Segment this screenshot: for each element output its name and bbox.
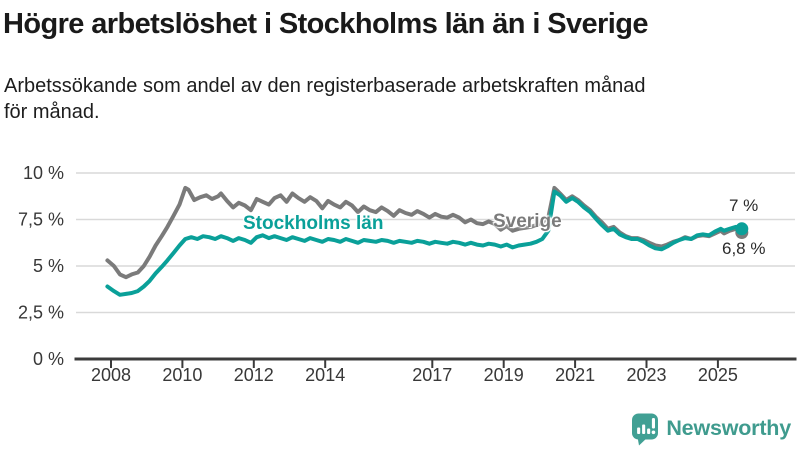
series-endpoint-dot-stockholms-l-n: [735, 222, 749, 236]
y-axis-tick-label: 0 %: [33, 349, 64, 369]
subtitle-line-1: Arbetssökande som andel av den registerb…: [4, 75, 646, 97]
x-axis-tick-label: 2008: [91, 365, 131, 385]
subtitle-line-2: för månad.: [4, 101, 100, 124]
x-axis-tick-label: 2010: [162, 365, 202, 385]
x-axis-tick-label: 2017: [412, 365, 452, 385]
y-axis-tick-label: 7,5 %: [18, 210, 64, 230]
bar-chart-speech-bubble-icon: [632, 413, 659, 446]
x-axis-tick-label: 2012: [234, 365, 274, 385]
page-subtitle: Arbetssökande som andel av den registerb…: [4, 73, 764, 126]
x-axis-tick-label: 2021: [555, 365, 595, 385]
series-label-sverige: Sverige: [493, 211, 562, 232]
x-axis-tick-label: 2019: [484, 365, 524, 385]
end-value-label-sverige: 6,8 %: [722, 239, 766, 258]
series-label-stockholms-lan: Stockholms län: [243, 213, 384, 234]
y-axis-tick-label: 10 %: [23, 163, 64, 183]
newsworthy-logo: Newsworthy: [631, 413, 791, 446]
page-title: Högre arbetslöshet i Stockholms län än i…: [3, 8, 648, 40]
x-axis-tick-label: 2023: [626, 365, 666, 385]
end-value-label-stockholms-lan: 7 %: [729, 196, 759, 215]
x-axis-tick-label: 2025: [698, 365, 738, 385]
series-line-sverige: [105, 185, 744, 280]
y-axis-tick-label: 5 %: [33, 256, 64, 276]
y-axis-tick-label: 2,5 %: [18, 303, 64, 323]
newsworthy-wordmark: Newsworthy: [666, 416, 791, 440]
x-axis-tick-label: 2014: [305, 365, 345, 385]
series-line-stockholms-l-n: [105, 189, 744, 297]
